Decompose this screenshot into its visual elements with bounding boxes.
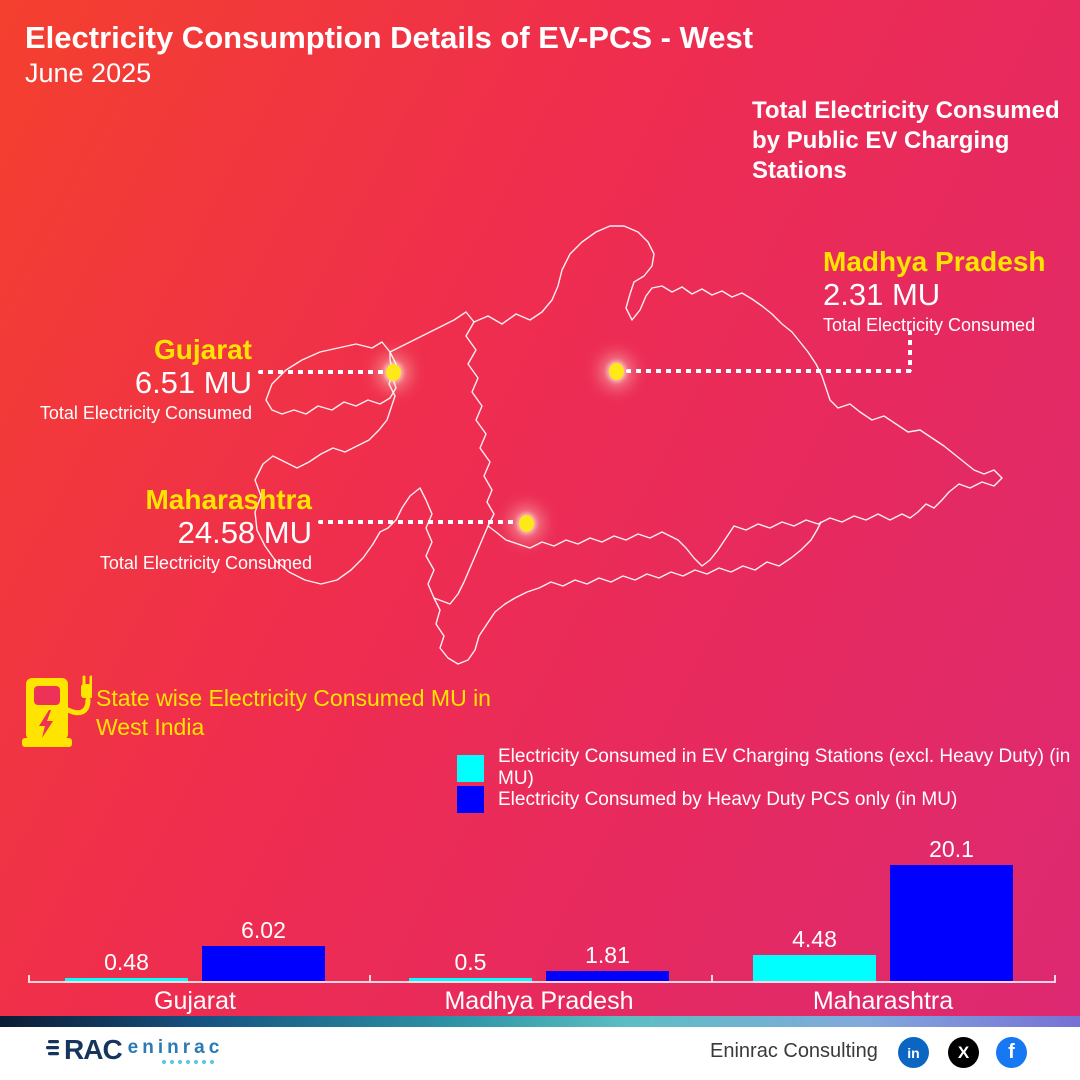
bar-value-label: 1.81 [585,942,630,968]
footer-company-name: Eninrac Consulting [710,1040,878,1062]
x-axis-label-maharashtra: Maharashtra [812,987,954,1015]
madhya-pradesh-map-dot [609,363,624,380]
legend-label-heavy-duty: Electricity Consumed by Heavy Duty PCS o… [498,788,958,810]
x-axis-tick [1054,975,1056,981]
madhya-pradesh-callout-value: 2.31 MU [823,277,941,312]
linkedin-glyph: in [907,1044,920,1061]
maharashtra-map-dot [519,515,534,532]
footer-gradient-bar [0,1016,1080,1027]
maharashtra-callout-caption: Total Electricity Consumed [99,553,312,573]
logo-eninrac-text: eninrac [127,1037,224,1058]
gujarat-callout-caption: Total Electricity Consumed [39,403,252,423]
bar-value-label: 4.48 [792,926,837,952]
x-axis-line [28,981,1056,983]
maharashtra-callout-value: 24.58 MU [177,515,312,550]
maharashtra-connector-line [318,520,518,524]
bar-madhya-pradesh-heavy-duty [546,971,669,981]
gujarat-callout: Gujarat 6.51 MU Total Electricity Consum… [20,334,252,424]
facebook-glyph: f [1008,1041,1015,1063]
linkedin-icon[interactable]: in [898,1037,929,1068]
facebook-icon[interactable]: f [996,1037,1027,1068]
logo-rac-text: RAC [64,1034,123,1065]
bar-value-label: 20.1 [929,836,974,862]
legend-swatch-cyan [457,754,484,782]
bar-value-label: 0.5 [454,949,487,975]
bar-madhya-pradesh-excl-heavy [409,978,532,981]
x-axis-label-madhya-pradesh: Madhya Pradesh [444,987,634,1015]
gujarat-callout-value: 6.51 MU [134,365,252,400]
overview-heading: Total Electricity Consumed by Public EV … [752,97,1060,184]
madhya-pradesh-callout: Madhya Pradesh 2.31 MU Total Electricity… [823,246,1080,336]
bar-value-label: 0.48 [104,949,149,975]
bar-maharashtra-heavy-duty [890,865,1013,981]
gujarat-connector-line [258,370,386,374]
eninrac-logo[interactable]: RAC eninrac [46,1035,223,1065]
bar-gujarat-heavy-duty [202,946,325,981]
maharashtra-callout: Maharashtra 24.58 MU Total Electricity C… [32,484,312,574]
page-title: Electricity Consumption Details of EV-PC… [25,20,754,55]
x-icon[interactable]: X [948,1037,979,1068]
logo-bars-icon [46,1040,59,1056]
section-heading: State wise Electricity Consumed MU in We… [96,685,491,740]
gujarat-callout-name: Gujarat [153,334,252,365]
madhya-pradesh-connector-line-vertical [908,330,912,372]
madhya-pradesh-callout-name: Madhya Pradesh [823,246,1046,277]
x-glyph: X [957,1042,970,1062]
legend-swatch-blue [457,786,484,813]
x-axis-tick [711,975,713,981]
bar-maharashtra-excl-heavy [753,955,876,981]
maharashtra-callout-name: Maharashtra [145,484,312,515]
madhya-pradesh-connector-line [626,369,912,373]
legend-label-excl-heavy-duty: Electricity Consumed in EV Charging Stat… [498,746,1071,789]
logo-dots [128,1060,224,1064]
bar-value-label: 6.02 [241,917,286,943]
gujarat-map-dot [386,364,401,381]
x-axis-tick [369,975,371,981]
page-subtitle: June 2025 [25,58,152,88]
ev-charger-icon [22,675,92,747]
x-axis-label-gujarat: Gujarat [154,987,236,1015]
x-axis-tick [28,975,30,981]
bar-gujarat-excl-heavy [65,978,188,981]
madhya-pradesh-callout-caption: Total Electricity Consumed [823,315,1036,335]
legend-row-heavy-duty: Electricity Consumed by Heavy Duty PCS o… [457,786,957,813]
legend-row-excl-heavy-duty: Electricity Consumed in EV Charging Stat… [457,746,1080,790]
logo-eninrac-block: eninrac [128,1038,224,1064]
